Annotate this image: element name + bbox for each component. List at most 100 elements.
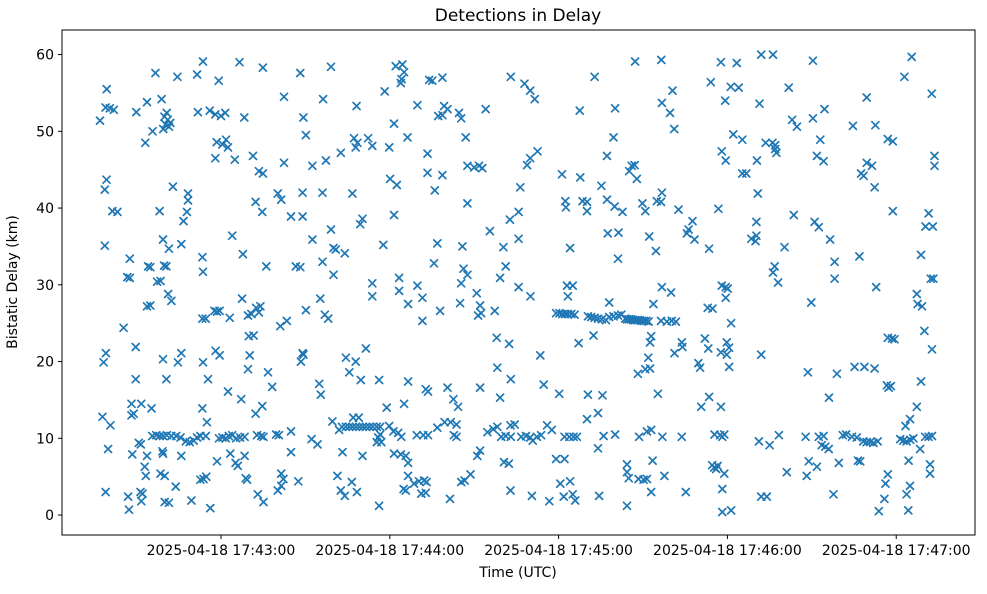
data-point-x-marker xyxy=(506,432,516,442)
data-point-x-marker xyxy=(475,301,485,310)
data-point-x-marker xyxy=(421,488,431,498)
data-point-x-marker xyxy=(220,108,230,118)
data-point-x-marker xyxy=(351,357,361,366)
data-point-x-marker xyxy=(575,173,585,182)
data-point-x-marker xyxy=(456,278,466,288)
data-point-x-marker xyxy=(365,422,374,432)
data-point-x-marker xyxy=(756,350,766,359)
data-point-x-marker xyxy=(326,225,336,234)
data-point-x-marker xyxy=(853,456,863,465)
data-point-x-marker xyxy=(618,207,627,217)
data-point-x-marker xyxy=(198,357,208,367)
data-point-x-marker xyxy=(449,394,458,404)
data-point-x-marker xyxy=(510,420,520,429)
data-point-x-marker xyxy=(136,399,146,409)
data-point-x-marker xyxy=(145,262,155,272)
data-point-x-marker xyxy=(721,293,731,303)
data-point-x-marker xyxy=(102,84,112,94)
data-point-x-marker xyxy=(920,326,929,336)
x-axis-ticks: 2025-04-18 17:43:00 2025-04-18 17:44:00 20… xyxy=(147,535,971,559)
data-point-x-marker xyxy=(348,422,357,432)
data-point-x-marker xyxy=(666,288,676,297)
data-point-x-marker xyxy=(716,402,726,412)
y-tick-label: 30 xyxy=(36,278,54,294)
data-point-x-marker xyxy=(361,344,371,353)
data-point-x-marker xyxy=(215,351,224,360)
data-point-x-marker xyxy=(841,430,851,439)
data-point-x-marker xyxy=(352,487,362,497)
x-tick-label: 2025-04-18 17:46:00 xyxy=(653,543,802,559)
data-point-x-marker xyxy=(903,506,913,515)
data-point-x-marker xyxy=(768,50,778,59)
data-point-x-marker xyxy=(752,217,761,227)
data-point-x-marker xyxy=(164,244,174,254)
data-point-x-marker xyxy=(401,451,411,461)
data-point-x-marker xyxy=(916,377,926,386)
data-point-x-marker xyxy=(403,377,413,386)
data-point-x-marker xyxy=(237,294,247,303)
data-point-x-marker xyxy=(148,126,157,136)
data-point-x-marker xyxy=(927,431,937,441)
data-point-x-marker xyxy=(432,239,442,248)
data-point-x-marker xyxy=(717,484,727,494)
data-point-x-marker xyxy=(904,456,913,465)
y-tick-label: 40 xyxy=(36,201,54,217)
data-point-x-marker xyxy=(384,143,394,152)
data-point-x-marker xyxy=(634,432,644,442)
data-point-x-marker xyxy=(752,156,762,165)
data-point-x-marker xyxy=(367,141,377,151)
data-point-x-marker xyxy=(728,130,738,139)
data-point-x-marker xyxy=(481,104,491,114)
data-point-x-marker xyxy=(657,98,667,108)
data-point-x-marker xyxy=(127,450,137,459)
data-point-x-marker xyxy=(167,296,176,306)
chart-title: Detections in Delay xyxy=(435,6,602,26)
data-point-x-marker xyxy=(412,430,422,440)
data-point-x-marker xyxy=(688,216,697,226)
data-point-x-marker xyxy=(734,83,744,92)
data-point-x-marker xyxy=(443,383,452,392)
data-point-x-marker xyxy=(848,121,858,131)
data-point-x-marker xyxy=(353,138,362,148)
data-point-x-marker xyxy=(452,420,461,429)
data-point-x-marker xyxy=(656,197,666,207)
data-point-x-marker xyxy=(594,491,604,501)
data-point-x-marker xyxy=(102,175,111,185)
data-point-x-marker xyxy=(646,425,656,435)
data-point-x-marker xyxy=(880,494,889,504)
data-point-x-marker xyxy=(704,392,714,402)
data-point-x-marker xyxy=(251,197,260,207)
data-point-x-marker xyxy=(156,276,165,286)
data-point-x-marker xyxy=(862,158,872,168)
data-point-x-marker xyxy=(435,306,445,316)
data-point-x-marker xyxy=(713,461,722,471)
data-point-x-marker xyxy=(298,212,307,221)
data-point-x-marker xyxy=(385,174,395,184)
data-point-x-marker xyxy=(824,444,834,454)
data-point-x-marker xyxy=(318,257,327,267)
data-point-x-marker xyxy=(136,496,146,506)
data-point-x-marker xyxy=(533,146,542,156)
data-point-x-marker xyxy=(671,317,681,326)
data-point-x-marker xyxy=(101,348,111,358)
data-point-x-marker xyxy=(147,404,156,413)
data-point-x-marker xyxy=(131,374,141,384)
data-point-x-marker xyxy=(423,149,432,158)
data-point-x-marker xyxy=(258,63,268,72)
data-point-x-marker xyxy=(852,433,862,442)
data-point-x-marker xyxy=(227,231,237,241)
data-point-x-marker xyxy=(295,262,305,272)
data-point-x-marker xyxy=(829,489,838,499)
data-point-x-marker xyxy=(784,83,794,92)
data-point-x-marker xyxy=(403,133,412,142)
data-point-x-marker xyxy=(590,72,599,82)
data-point-x-marker xyxy=(131,107,141,117)
data-point-x-marker xyxy=(336,148,346,158)
data-point-x-marker xyxy=(251,409,260,419)
data-point-x-marker xyxy=(176,348,186,358)
data-point-x-marker xyxy=(787,115,797,125)
data-point-x-marker xyxy=(286,212,296,221)
data-point-x-marker xyxy=(642,316,651,326)
data-point-x-marker xyxy=(613,254,623,264)
